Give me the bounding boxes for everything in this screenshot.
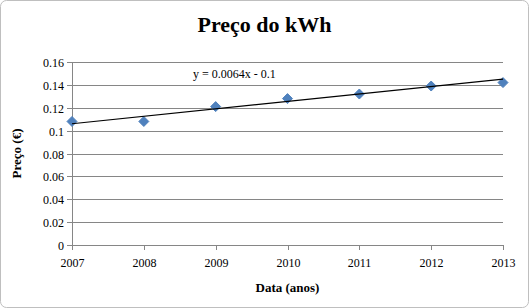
y-grid-line [72, 154, 503, 155]
x-tick [288, 245, 289, 250]
x-tick-label: 2012 [420, 256, 444, 270]
chart-container: 0 0.02 0.04 0.06 0.08 0.1 0.12 0.14 0.16 2007 2008… [0, 0, 529, 308]
y-tick [67, 154, 72, 155]
y-tick [67, 199, 72, 200]
y-grid-line [72, 245, 503, 246]
y-tick [67, 131, 72, 132]
y-tick [67, 108, 72, 109]
y-grid-line [72, 176, 503, 177]
y-tick-label: 0.06 [43, 170, 64, 184]
data-point [211, 102, 221, 112]
x-axis-title: Data (anos) [256, 280, 320, 295]
x-tick-label: 2007 [61, 256, 85, 270]
y-tick [67, 85, 72, 86]
x-tick-label: 2011 [348, 256, 372, 270]
data-point [139, 116, 149, 126]
y-axis-line [72, 62, 73, 245]
y-grid-line [72, 222, 503, 223]
x-tick [144, 245, 145, 250]
x-axis-line [72, 245, 503, 246]
y-grid-line [72, 199, 503, 200]
y-grid-line [72, 62, 503, 63]
x-tick-label: 2013 [492, 256, 516, 270]
y-tick [67, 62, 72, 63]
y-axis-title: Preço (€) [9, 129, 24, 179]
y-tick-label: 0.12 [43, 102, 64, 116]
y-tick [67, 176, 72, 177]
y-tick-label: 0.04 [43, 193, 64, 207]
chart-title: Preço do kWh [197, 12, 331, 37]
x-tick-label: 2009 [205, 256, 229, 270]
x-tick [503, 245, 504, 250]
trend-equation: y = 0.0064x - 0.1 [193, 67, 276, 81]
x-tick [216, 245, 217, 250]
y-tick-label: 0.08 [43, 148, 64, 162]
data-point [67, 116, 77, 126]
chart-frame [1, 1, 529, 308]
y-tick-label: 0.16 [43, 56, 64, 70]
x-tick-label: 2010 [277, 256, 301, 270]
y-tick-label: 0.1 [49, 125, 64, 139]
y-tick [67, 222, 72, 223]
x-tick [359, 245, 360, 250]
y-tick-label: 0.02 [43, 216, 64, 230]
plot-marks [67, 78, 508, 127]
chart-svg: 0 0.02 0.04 0.06 0.08 0.1 0.12 0.14 0.16 2007 2008… [0, 0, 529, 308]
x-tick [72, 245, 73, 250]
y-grid-line [72, 108, 503, 109]
x-tick-label: 2008 [133, 256, 157, 270]
y-tick [67, 245, 72, 246]
x-tick [431, 245, 432, 250]
y-tick-label: 0.14 [43, 79, 64, 93]
y-tick-label: 0 [58, 239, 64, 253]
y-grid-line [72, 131, 503, 132]
trend-line [72, 79, 503, 124]
